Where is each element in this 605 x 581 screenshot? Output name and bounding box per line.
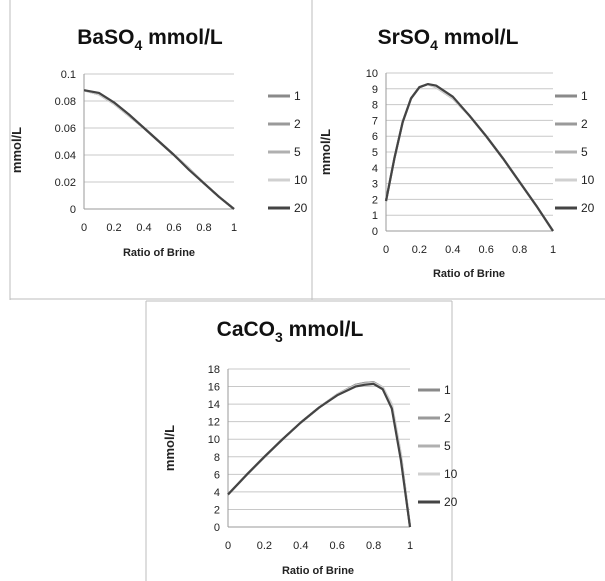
x-axis-label: Ratio of Brine	[282, 565, 354, 577]
legend-label: 10	[444, 467, 458, 481]
x-tick-label: 0.8	[366, 540, 381, 552]
y-tick-label: 7	[372, 115, 378, 127]
series-line-1	[384, 82, 554, 232]
y-tick-label: 1	[372, 210, 378, 222]
y-tick-label: 0.04	[55, 150, 76, 162]
x-tick-label: 1	[550, 244, 556, 256]
y-axis-label: mmol/L	[162, 425, 177, 471]
legend-label: 5	[294, 145, 301, 159]
series-line-20	[83, 89, 235, 210]
y-tick-label: 0	[372, 226, 378, 238]
y-tick-label: 0	[214, 522, 220, 534]
y-axis-label: mmol/L	[318, 129, 333, 175]
y-tick-label: 0.08	[55, 96, 76, 108]
x-tick-label: 0	[81, 222, 87, 234]
y-tick-label: 3	[372, 179, 378, 191]
x-tick-label: 0	[225, 540, 231, 552]
y-tick-label: 0.1	[61, 69, 76, 81]
x-tick-label: 0	[383, 244, 389, 256]
legend-label: 20	[581, 201, 595, 215]
y-tick-label: 18	[208, 364, 220, 376]
y-tick-label: 16	[208, 382, 220, 394]
series-line-5	[384, 82, 554, 232]
y-tick-label: 2	[214, 504, 220, 516]
y-tick-label: 0	[70, 204, 76, 216]
x-tick-label: 1	[231, 222, 237, 234]
chart-title: SrSO4 mmol/L	[378, 26, 519, 53]
y-tick-label: 8	[372, 100, 378, 112]
legend-label: 5	[581, 145, 588, 159]
chart-title: CaCO3 mmol/L	[217, 318, 364, 345]
x-tick-label: 0.6	[330, 540, 345, 552]
y-tick-label: 2	[372, 194, 378, 206]
x-tick-label: 1	[407, 540, 413, 552]
y-tick-label: 6	[372, 131, 378, 143]
x-tick-label: 0.6	[479, 244, 494, 256]
y-tick-label: 5	[372, 147, 378, 159]
legend-label: 10	[581, 173, 595, 187]
legend-label: 1	[294, 89, 301, 103]
y-tick-label: 0.06	[55, 123, 76, 135]
x-tick-label: 0.4	[293, 540, 308, 552]
x-tick-label: 0.4	[445, 244, 460, 256]
y-tick-label: 10	[366, 68, 378, 80]
legend-label: 2	[294, 117, 301, 131]
series-line-20	[384, 82, 554, 232]
x-tick-label: 0.8	[512, 244, 527, 256]
y-tick-label: 8	[214, 452, 220, 464]
legend-label: 20	[444, 495, 458, 509]
legend-label: 2	[581, 117, 588, 131]
legend-label: 1	[581, 89, 588, 103]
y-tick-label: 14	[208, 399, 220, 411]
y-axis-label: mmol/L	[9, 127, 24, 173]
x-axis-label: Ratio of Brine	[433, 268, 505, 280]
y-tick-label: 10	[208, 434, 220, 446]
y-tick-label: 6	[214, 469, 220, 481]
chart-baso4: BaSO4 mmol/L 0 0.02 0.04 0.06 0.08 0.1 0 0.2 0.4…	[9, 26, 308, 259]
x-tick-label: 0.6	[166, 222, 181, 234]
chart-title: BaSO4 mmol/L	[77, 26, 223, 53]
legend-label: 1	[444, 383, 451, 397]
y-tick-label: 12	[208, 417, 220, 429]
legend-label: 10	[294, 173, 308, 187]
x-tick-label: 0.4	[136, 222, 151, 234]
series-line-20	[227, 382, 412, 528]
y-tick-label: 4	[372, 163, 378, 175]
legend-label: 20	[294, 201, 308, 215]
series-line-10	[384, 82, 554, 232]
legend-label: 5	[444, 439, 451, 453]
series-line-2	[384, 82, 554, 232]
x-tick-label: 0.2	[257, 540, 272, 552]
y-tick-label: 4	[214, 487, 220, 499]
x-axis-label: Ratio of Brine	[123, 247, 195, 259]
x-tick-label: 0.2	[412, 244, 427, 256]
y-tick-label: 0.02	[55, 177, 76, 189]
x-tick-label: 0.8	[196, 222, 211, 234]
y-tick-label: 9	[372, 84, 378, 96]
x-tick-label: 0.2	[106, 222, 121, 234]
chart-srso4: SrSO4 mmol/L 0 1 2 3 4 5 6 7 8 9 10 0 0.2 0.4 0.6 0.8 1 1…	[318, 26, 595, 280]
legend-label: 2	[444, 411, 451, 425]
